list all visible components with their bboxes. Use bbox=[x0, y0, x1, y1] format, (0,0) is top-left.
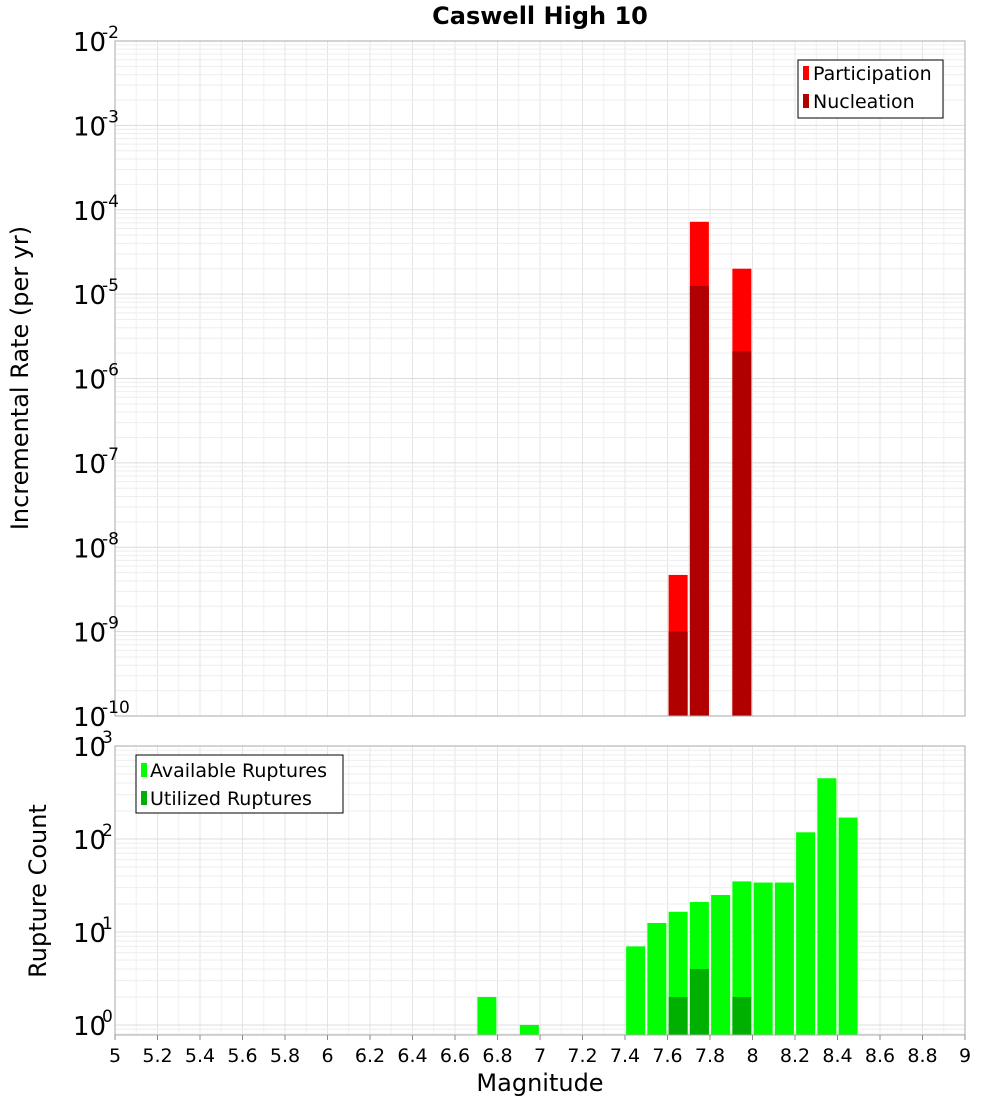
x-tick-label: 6.6 bbox=[440, 1045, 470, 1067]
x-tick-label: 8.8 bbox=[907, 1045, 937, 1067]
top-legend: Participation Nucleation bbox=[797, 59, 944, 119]
available-ruptures-bar bbox=[626, 946, 646, 1035]
top-y-axis-label: Incremental Rate (per yr) bbox=[6, 226, 34, 530]
available-ruptures-bar bbox=[711, 894, 731, 1035]
bottom-y-axis-label: Rupture Count bbox=[24, 804, 52, 978]
legend-swatch-utilized bbox=[141, 791, 147, 805]
x-tick-label: 8 bbox=[746, 1045, 758, 1067]
top-y-tick-label: 10 bbox=[73, 450, 106, 480]
top-legend-box bbox=[797, 59, 944, 119]
top-panel-grid bbox=[114, 40, 966, 717]
x-tick-label: 6.8 bbox=[482, 1045, 512, 1067]
top-y-tick-label: 10 bbox=[73, 28, 106, 58]
top-y-tick-exponent: -2 bbox=[102, 23, 119, 43]
top-plot-frame bbox=[114, 40, 966, 717]
available-ruptures-bar bbox=[838, 817, 858, 1035]
available-ruptures-bar bbox=[796, 832, 816, 1035]
x-axis-label: Magnitude bbox=[476, 1069, 603, 1097]
legend-swatch-available bbox=[141, 763, 147, 777]
available-ruptures-bar bbox=[732, 881, 752, 1035]
x-tick-label: 9 bbox=[959, 1045, 971, 1067]
legend-label-participation: Participation bbox=[813, 63, 932, 85]
x-tick-label: 8.2 bbox=[780, 1045, 810, 1067]
nucleation-bar bbox=[668, 631, 688, 716]
x-tick-label: 5.6 bbox=[227, 1045, 257, 1067]
top-y-tick-label: 10 bbox=[73, 703, 106, 733]
top-y-tick-exponent: -4 bbox=[102, 192, 119, 212]
top-y-tick-exponent: -10 bbox=[102, 698, 130, 718]
bottom-y-tick-exponent: 2 bbox=[102, 821, 113, 841]
top-y-tick-label: 10 bbox=[73, 534, 106, 564]
nucleation-bar bbox=[732, 351, 752, 716]
x-tick-label: 5.8 bbox=[270, 1045, 300, 1067]
top-y-tick-exponent: -6 bbox=[102, 361, 119, 381]
top-y-tick-exponent: -9 bbox=[102, 614, 119, 634]
x-tick-label: 6.4 bbox=[397, 1045, 427, 1067]
top-y-tick-exponent: -7 bbox=[102, 445, 119, 465]
bottom-panel-bars bbox=[477, 778, 858, 1035]
legend-label-available: Available Ruptures bbox=[150, 760, 327, 782]
legend-swatch-nucleation bbox=[803, 94, 809, 108]
x-tick-label: 7.2 bbox=[567, 1045, 597, 1067]
top-y-tick-label: 10 bbox=[73, 281, 106, 311]
available-ruptures-bar bbox=[753, 882, 773, 1035]
utilized-ruptures-bar bbox=[668, 996, 688, 1035]
top-panel-bars bbox=[668, 221, 752, 716]
top-y-tick-label: 10 bbox=[73, 619, 106, 649]
bottom-legend-box bbox=[135, 754, 344, 814]
nucleation-bar bbox=[689, 285, 709, 716]
available-ruptures-bar bbox=[817, 778, 837, 1035]
available-ruptures-bar bbox=[477, 996, 497, 1035]
bottom-y-tick-label: 10 bbox=[73, 919, 106, 949]
x-tick-label: 7.8 bbox=[695, 1045, 725, 1067]
x-tick-label: 7.4 bbox=[610, 1045, 640, 1067]
legend-label-utilized: Utilized Ruptures bbox=[150, 788, 312, 810]
x-tick-label: 6 bbox=[321, 1045, 333, 1067]
top-y-tick-label: 10 bbox=[73, 197, 106, 227]
legend-swatch-participation bbox=[803, 66, 809, 80]
bottom-y-tick-label: 10 bbox=[73, 1012, 106, 1042]
x-tick-label: 5 bbox=[109, 1045, 121, 1067]
x-tick-label: 8.4 bbox=[822, 1045, 852, 1067]
bottom-y-tick-label: 10 bbox=[73, 826, 106, 856]
x-tick-label: 6.2 bbox=[355, 1045, 385, 1067]
bottom-legend: Available Ruptures Utilized Ruptures bbox=[135, 754, 344, 814]
available-ruptures-bar bbox=[774, 882, 794, 1035]
bottom-y-tick-exponent: 3 bbox=[102, 728, 113, 748]
legend-label-nucleation: Nucleation bbox=[813, 91, 915, 113]
bottom-y-tick-exponent: 1 bbox=[102, 914, 113, 934]
utilized-ruptures-bar bbox=[732, 996, 752, 1035]
utilized-ruptures-bar bbox=[689, 968, 709, 1035]
top-y-tick-exponent: -3 bbox=[102, 107, 119, 127]
x-tick-label: 7 bbox=[534, 1045, 546, 1067]
top-y-tick-exponent: -8 bbox=[102, 529, 119, 549]
bottom-y-tick-exponent: 0 bbox=[102, 1007, 113, 1027]
top-y-tick-exponent: -5 bbox=[102, 276, 119, 296]
bottom-y-tick-label: 10 bbox=[73, 733, 106, 763]
x-tick-labels: 5 5.2 5.4 5.6 5.8 6 6.2 6.4 6.6 6.8 7 7.2 7.4 7.6 7.8 8… bbox=[109, 1035, 971, 1067]
x-tick-label: 8.6 bbox=[865, 1045, 895, 1067]
available-ruptures-bar bbox=[519, 1024, 539, 1035]
x-tick-label: 5.4 bbox=[185, 1045, 215, 1067]
x-tick-label: 5.2 bbox=[142, 1045, 172, 1067]
top-y-tick-label: 10 bbox=[73, 112, 106, 142]
top-y-tick-label: 10 bbox=[73, 366, 106, 396]
x-tick-label: 7.6 bbox=[652, 1045, 682, 1067]
chart-title: Caswell High 10 bbox=[432, 2, 648, 30]
available-ruptures-bar bbox=[647, 922, 667, 1035]
